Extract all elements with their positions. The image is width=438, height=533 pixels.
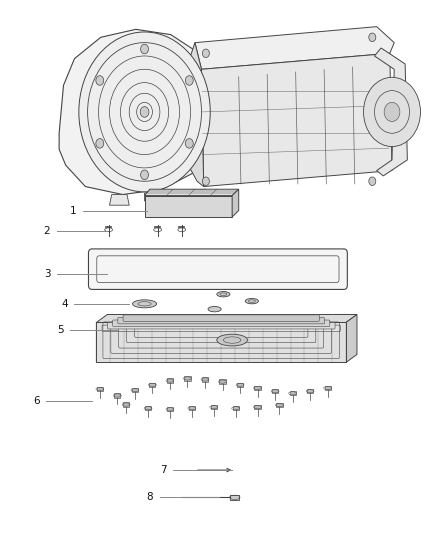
- Bar: [149, 383, 155, 387]
- Bar: [272, 389, 278, 393]
- Polygon shape: [346, 314, 357, 362]
- Bar: [123, 402, 129, 407]
- Text: 4: 4: [61, 299, 68, 309]
- Bar: [114, 393, 120, 398]
- Bar: [219, 379, 226, 384]
- FancyBboxPatch shape: [107, 322, 335, 329]
- Circle shape: [140, 107, 149, 117]
- Ellipse shape: [217, 334, 247, 346]
- Circle shape: [202, 49, 209, 58]
- Ellipse shape: [245, 298, 258, 304]
- Polygon shape: [232, 189, 239, 217]
- FancyBboxPatch shape: [118, 318, 325, 324]
- Bar: [276, 403, 283, 407]
- FancyBboxPatch shape: [88, 249, 347, 289]
- FancyBboxPatch shape: [113, 320, 330, 326]
- Polygon shape: [201, 53, 392, 187]
- Text: 7: 7: [160, 465, 166, 475]
- Circle shape: [369, 177, 376, 185]
- Text: 6: 6: [33, 396, 39, 406]
- Circle shape: [185, 76, 193, 85]
- Bar: [184, 376, 191, 381]
- Circle shape: [384, 102, 400, 122]
- Bar: [167, 378, 173, 383]
- Polygon shape: [186, 43, 204, 187]
- Text: 2: 2: [44, 226, 50, 236]
- Circle shape: [79, 32, 210, 192]
- Text: 5: 5: [57, 326, 64, 335]
- Circle shape: [96, 76, 104, 85]
- Bar: [307, 389, 313, 393]
- Ellipse shape: [208, 306, 221, 312]
- Text: 3: 3: [44, 270, 50, 279]
- Text: 1: 1: [70, 206, 77, 215]
- Bar: [233, 406, 239, 410]
- Bar: [237, 383, 243, 387]
- FancyBboxPatch shape: [123, 315, 319, 321]
- Bar: [132, 388, 138, 392]
- Polygon shape: [374, 48, 407, 176]
- Bar: [254, 386, 261, 390]
- Ellipse shape: [217, 292, 230, 297]
- Polygon shape: [96, 314, 357, 322]
- Polygon shape: [195, 27, 394, 69]
- Circle shape: [364, 77, 420, 147]
- FancyBboxPatch shape: [102, 325, 340, 332]
- Bar: [290, 391, 296, 395]
- Bar: [254, 405, 261, 409]
- Circle shape: [141, 170, 148, 180]
- Polygon shape: [145, 189, 206, 201]
- Bar: [97, 387, 103, 391]
- Polygon shape: [110, 195, 129, 205]
- Polygon shape: [96, 322, 346, 362]
- Bar: [145, 406, 151, 410]
- Polygon shape: [145, 196, 232, 217]
- Bar: [202, 377, 208, 382]
- Bar: [230, 495, 239, 500]
- Polygon shape: [59, 29, 215, 195]
- Bar: [189, 406, 195, 410]
- Ellipse shape: [132, 300, 157, 308]
- Bar: [325, 386, 331, 390]
- Bar: [211, 405, 217, 409]
- Circle shape: [96, 139, 104, 148]
- Circle shape: [141, 44, 148, 54]
- Bar: [167, 407, 173, 411]
- Circle shape: [202, 177, 209, 185]
- Circle shape: [369, 33, 376, 42]
- Text: 8: 8: [147, 492, 153, 502]
- Polygon shape: [145, 189, 239, 196]
- Circle shape: [185, 139, 193, 148]
